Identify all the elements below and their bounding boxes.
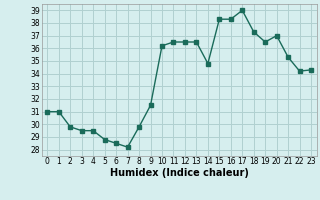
- X-axis label: Humidex (Indice chaleur): Humidex (Indice chaleur): [110, 168, 249, 178]
